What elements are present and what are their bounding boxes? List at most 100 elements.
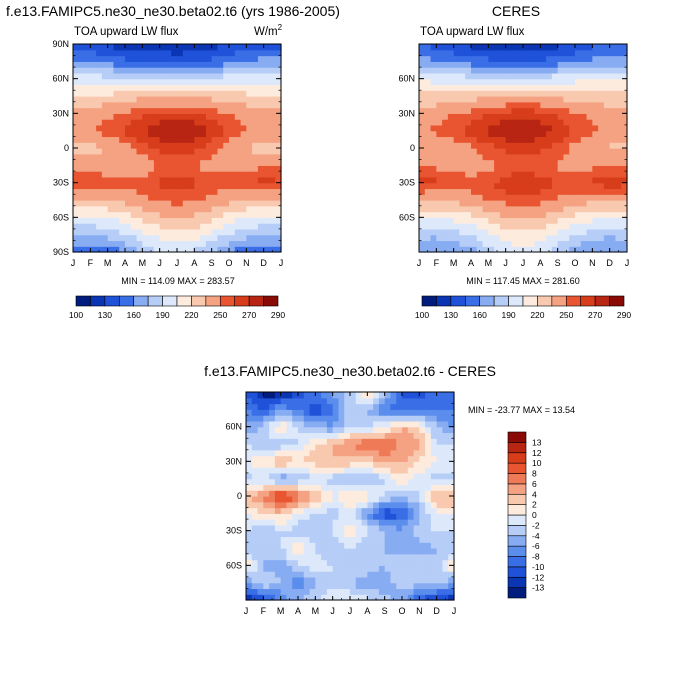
heatmap-cell: [309, 461, 316, 468]
heatmap-cell: [101, 124, 109, 132]
heatmap-cell: [338, 553, 345, 561]
heatmap-cell: [453, 142, 461, 149]
heatmap-cell: [107, 136, 115, 143]
heatmap-cell: [292, 403, 299, 410]
heatmap-cell: [280, 484, 288, 491]
heatmap-cell: [511, 119, 518, 126]
heatmap-cell: [344, 519, 351, 526]
heatmap-cell: [430, 176, 437, 184]
heatmap-cell: [338, 519, 345, 526]
heatmap-cell: [280, 432, 288, 439]
heatmap-cell: [73, 171, 80, 178]
heatmap-cell: [274, 501, 282, 509]
heatmap-cell: [275, 176, 282, 184]
heatmap-cell: [494, 205, 501, 213]
heatmap-cell: [205, 182, 213, 190]
heatmap-cell: [476, 228, 484, 236]
heatmap-cell: [113, 194, 120, 201]
heatmap-cell: [303, 490, 311, 497]
heatmap-cell: [476, 165, 484, 172]
heatmap-cell: [557, 142, 565, 149]
heatmap-cell: [355, 397, 363, 405]
heatmap-cell: [425, 513, 432, 520]
heatmap-cell: [563, 240, 570, 247]
heatmap-cell: [598, 159, 605, 166]
heatmap-cell: [384, 594, 392, 601]
heatmap-cell: [84, 142, 91, 149]
heatmap-cell: [615, 171, 622, 178]
heatmap-cell: [344, 507, 351, 514]
heatmap-cell: [275, 142, 282, 149]
heatmap-cell: [338, 496, 345, 503]
heatmap-cell: [315, 576, 322, 584]
heatmap-cell: [153, 182, 161, 190]
heatmap-cell: [217, 234, 224, 242]
heatmap-cell: [459, 96, 466, 103]
heatmap-cell: [378, 403, 386, 410]
panel-title-ceres: CERES: [492, 3, 540, 19]
heatmap-cell: [78, 165, 86, 172]
heatmap-cell: [211, 130, 219, 138]
heatmap-cell: [407, 559, 415, 566]
heatmap-cell: [344, 432, 351, 439]
heatmap-cell: [321, 403, 328, 410]
heatmap-cell: [511, 142, 518, 149]
heatmap-cell: [413, 524, 420, 532]
heatmap-cell: [315, 455, 322, 462]
heatmap-cell: [194, 49, 201, 57]
heatmap-cell: [205, 246, 213, 253]
heatmap-cell: [557, 130, 565, 138]
heatmap-cell: [205, 211, 213, 218]
heatmap-cell: [171, 188, 178, 195]
heatmap-cell: [482, 159, 489, 166]
heatmap-cell: [217, 228, 224, 236]
heatmap-cell: [119, 44, 126, 51]
heatmap-cell: [280, 536, 288, 543]
heatmap-cell: [90, 205, 97, 213]
heatmap-cell: [378, 449, 386, 457]
heatmap-cell: [338, 524, 345, 532]
colorbar-ceres: 100 130 160 190 220 250 270 290: [415, 295, 631, 320]
heatmap-cell: [73, 113, 80, 120]
heatmap-cell: [367, 478, 374, 486]
heatmap-cell: [263, 44, 271, 51]
heatmap-cell: [350, 472, 357, 480]
heatmap-cell: [517, 49, 524, 57]
heatmap-cell: [223, 153, 230, 161]
heatmap-cell: [465, 148, 472, 155]
heatmap-cell: [465, 90, 472, 97]
heatmap-cell: [263, 548, 270, 555]
heatmap-cell: [171, 107, 178, 114]
heatmap-cell: [165, 90, 172, 97]
heatmap-cell: [73, 142, 80, 149]
heatmap-cell: [425, 432, 432, 439]
heatmap-cell: [499, 67, 507, 74]
heatmap-cell: [419, 507, 426, 514]
heatmap-cell: [194, 182, 201, 190]
heatmap-cell: [211, 194, 219, 201]
heatmap-cell: [367, 444, 374, 451]
heatmap-cell: [425, 449, 432, 457]
heatmap-cell: [459, 136, 466, 143]
heatmap-cell: [424, 211, 432, 218]
heatmap-cell: [459, 188, 466, 195]
heatmap-cell: [350, 553, 357, 561]
heatmap-cell: [315, 409, 322, 416]
heatmap-cell: [148, 234, 155, 242]
heatmap-cell: [263, 530, 270, 538]
heatmap-cell: [442, 61, 449, 68]
heatmap-cell: [557, 234, 565, 242]
heatmap-cell: [246, 228, 253, 236]
heatmap-cell: [396, 461, 403, 468]
heatmap-cell: [575, 136, 582, 143]
heatmap-cell: [361, 576, 368, 584]
heatmap-cell: [413, 472, 420, 480]
heatmap-cell: [344, 478, 351, 486]
heatmap-cell: [361, 490, 368, 497]
heatmap-cell: [148, 72, 155, 80]
heatmap-cell: [465, 84, 472, 91]
heatmap-cell: [488, 211, 495, 218]
heatmap-cell: [546, 217, 553, 224]
heatmap-cell: [298, 415, 305, 422]
heatmap-cell: [84, 153, 91, 161]
